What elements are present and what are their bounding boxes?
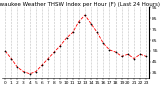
Title: Milwaukee Weather THSW Index per Hour (F) (Last 24 Hours): Milwaukee Weather THSW Index per Hour (F… <box>0 2 160 7</box>
